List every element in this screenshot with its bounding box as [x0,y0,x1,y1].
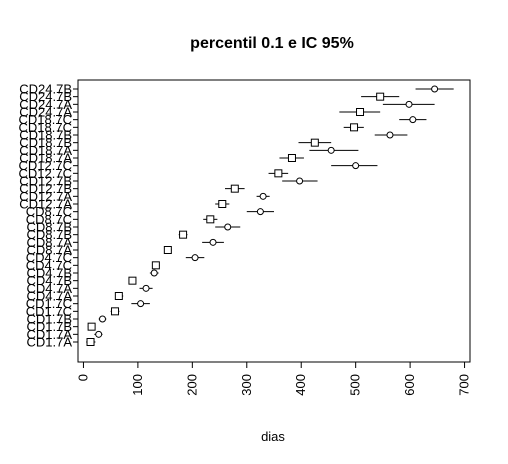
estimate-circle [150,269,158,277]
x-axis: 0 100 200 300 400 500 600 700 [75,361,472,396]
estimate-square [179,230,188,239]
y-axis: CD1.7ACD1.7ACD1.7BCD1.7BCD1.7CCD1.7CCD4.… [19,82,78,350]
estimate-circle [137,300,145,308]
y-tick-label: CD24.7A [19,105,72,120]
estimate-square [376,92,385,101]
estimate-circle [259,192,267,200]
y-tick-label: CD18.7A [19,151,72,166]
y-tick-label: CD12.7A [19,189,72,204]
x-tick-label: 700 [457,374,472,396]
estimate-square [111,307,120,316]
estimate-circle [209,238,217,246]
y-tick-label: CD4.7B [26,273,72,288]
y-tick-label: CD8.7A [26,243,72,258]
y-tick-label: CD1.7C [26,296,72,311]
x-axis-label: dias [261,429,285,444]
y-tick-label: CD4.7C [26,258,72,273]
y-tick-label: CD1.7B [26,312,72,327]
estimate-square [287,154,296,162]
y-tick-label: CD1.7A [26,335,72,350]
x-tick-label: 300 [239,374,254,396]
estimate-circle [431,85,439,93]
y-tick-label: CD18.7A [19,143,72,158]
y-tick-label: CD24.7A [19,97,72,112]
y-tick-label: CD8.7C [26,212,72,227]
estimate-square [163,246,172,254]
y-tick-label: CD8.7B [26,227,72,242]
x-tick-label: 500 [348,374,363,396]
estimate-square [86,338,95,346]
y-tick-label: CD18.7C [19,120,72,135]
estimate-circle [386,131,394,139]
y-tick-label: CD8.7B [26,220,72,235]
y-tick-label: CD1.7B [26,319,72,334]
estimate-square [310,138,319,147]
y-tick-label: CD1.7A [26,327,72,342]
y-tick-label: CD18.7C [19,112,72,127]
estimate-square [230,184,239,193]
estimate-square [218,200,227,208]
y-tick-label: CD18.7B [19,135,72,150]
estimate-square [206,215,215,224]
y-tick-label: CD24.7B [19,82,72,97]
y-tick-label: CD4.7A [26,289,72,304]
estimate-circle [224,223,232,231]
y-tick-label: CD4.7A [26,281,72,296]
estimate-circle [352,162,360,170]
y-tick-label: CD8.7C [26,204,72,219]
estimate-circle [327,146,335,154]
y-tick-label: CD12.7B [19,174,72,189]
estimate-square [356,108,365,116]
y-tick-label: CD4.7B [26,266,72,281]
estimate-circle [256,208,264,216]
y-tick-label: CD12.7C [19,166,72,181]
y-tick-label: CD12.7C [19,158,72,173]
estimate-square [350,123,359,132]
estimate-circle [95,330,103,338]
x-tick-label: 0 [75,374,90,381]
estimate-circle [99,315,106,323]
estimate-square [274,169,283,178]
y-tick-label: CD12.7A [19,197,72,212]
estimate-circle [405,100,413,108]
estimate-square [87,322,96,331]
y-tick-label: CD4.7C [26,250,72,265]
x-tick-label: 400 [293,374,308,396]
estimate-circle [409,116,417,124]
estimate-square [128,276,137,285]
y-tick-label: CD18.7B [19,128,72,143]
y-tick-label: CD12.7B [19,181,72,196]
x-tick-label: 600 [402,374,417,396]
estimate-circle [191,254,199,262]
chart-title: percentil 0.1 e IC 95% [190,35,354,52]
y-tick-label: CD8.7A [26,235,72,250]
estimate-square [151,261,160,270]
y-tick-label: CD1.7C [26,304,72,319]
estimate-square [114,292,123,300]
x-tick-label: 200 [184,374,199,396]
y-tick-label: CD24.7B [19,89,72,104]
estimate-circle [142,284,150,292]
estimate-circle [296,177,304,185]
plot-marks [86,85,454,346]
x-tick-label: 100 [130,374,145,396]
